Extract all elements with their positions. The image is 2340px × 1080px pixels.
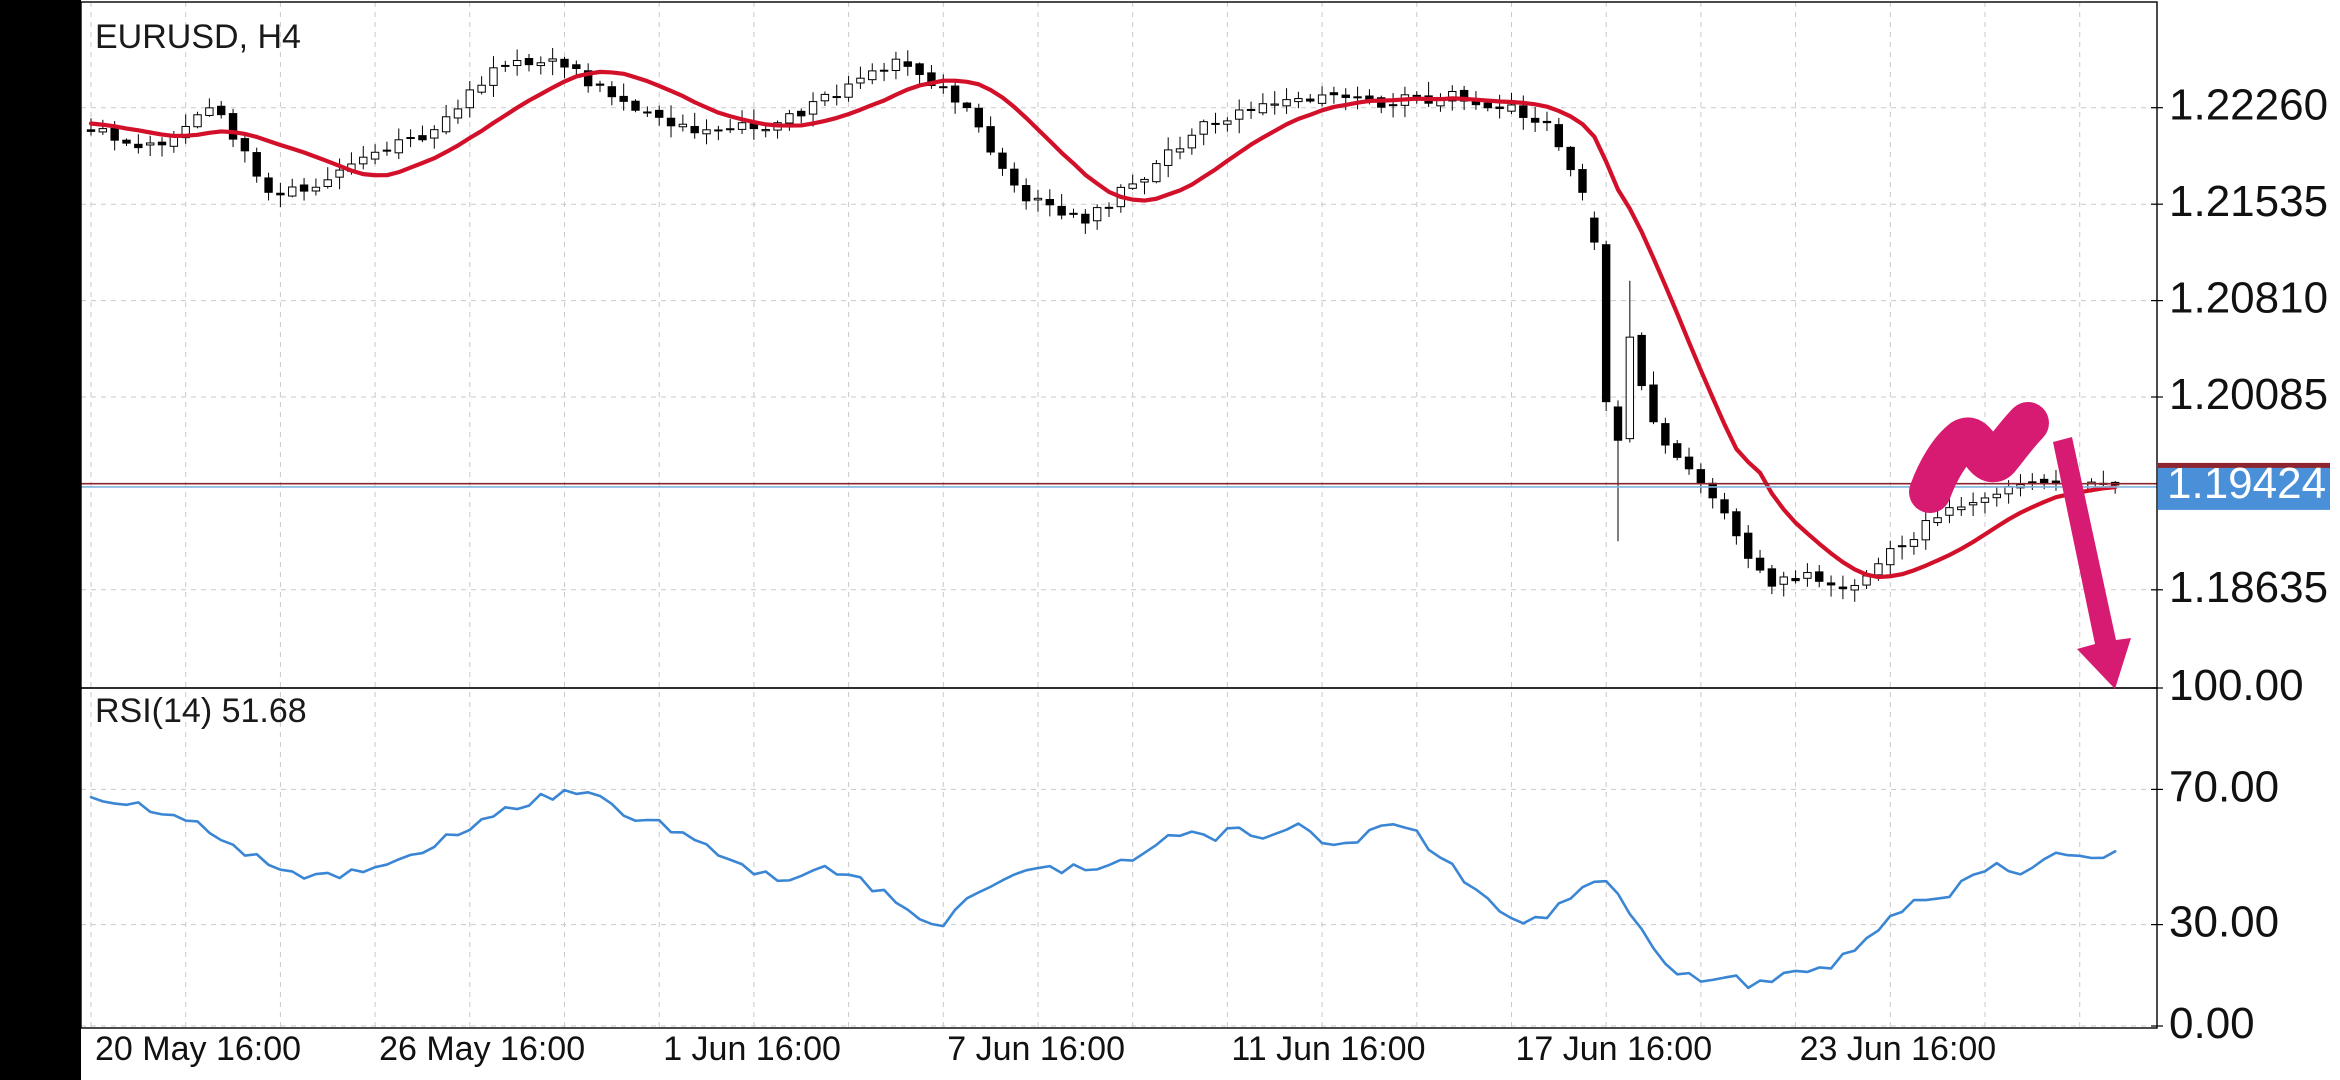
svg-text:1.22260: 1.22260 [2169,81,2328,130]
svg-text:1.20810: 1.20810 [2169,274,2328,323]
svg-text:1.18635: 1.18635 [2169,563,2328,612]
svg-text:20 May 16:00: 20 May 16:00 [95,1030,301,1068]
svg-text:1 Jun 16:00: 1 Jun 16:00 [663,1030,841,1068]
svg-text:1.20085: 1.20085 [2169,370,2328,419]
svg-text:0.00: 0.00 [2169,999,2255,1048]
svg-text:26 May 16:00: 26 May 16:00 [379,1030,585,1068]
svg-text:1.21535: 1.21535 [2169,177,2328,226]
svg-text:100.00: 100.00 [2169,661,2304,710]
svg-text:30.00: 30.00 [2169,898,2279,947]
svg-text:RSI(14) 51.68: RSI(14) 51.68 [95,692,307,730]
svg-text:11 Jun 16:00: 11 Jun 16:00 [1231,1030,1425,1068]
svg-text:EURUSD, H4: EURUSD, H4 [95,18,301,56]
svg-text:23 Jun 16:00: 23 Jun 16:00 [1800,1030,1997,1068]
svg-text:7 Jun 16:00: 7 Jun 16:00 [947,1030,1125,1068]
svg-text:70.00: 70.00 [2169,762,2279,811]
svg-text:1.19424: 1.19424 [2167,459,2326,508]
svg-text:17 Jun 16:00: 17 Jun 16:00 [1516,1030,1713,1068]
